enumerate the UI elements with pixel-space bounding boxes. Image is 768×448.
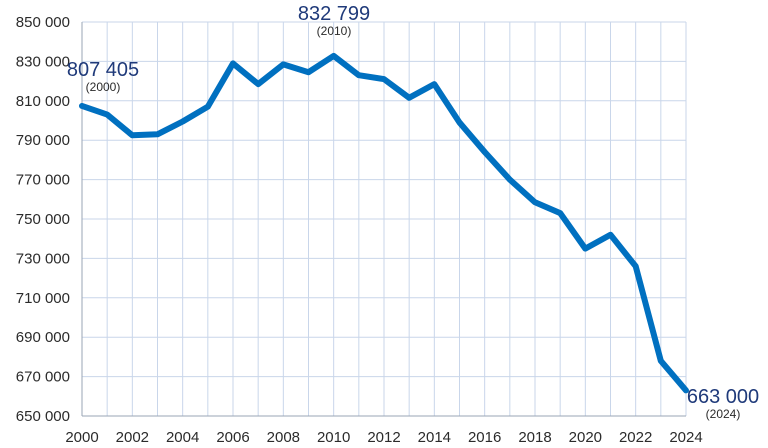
data-point (635, 266, 636, 267)
annotation-value: 832 799 (298, 3, 370, 25)
x-tick-label: 2024 (669, 429, 702, 446)
x-tick-label: 2000 (65, 429, 98, 446)
data-point (107, 114, 108, 115)
y-tick-label: 710 000 (16, 290, 70, 307)
series-layer (79, 52, 689, 394)
data-point (333, 55, 334, 56)
x-tick-label: 2006 (216, 429, 249, 446)
data-point (409, 97, 410, 98)
x-tick-label: 2012 (367, 429, 400, 446)
x-tick-label: 2018 (518, 429, 551, 446)
x-tick-label: 2016 (468, 429, 501, 446)
data-point (233, 63, 234, 64)
axes (81, 22, 686, 417)
data-point (484, 152, 485, 153)
x-tick-label: 2022 (619, 429, 652, 446)
x-tick-label: 2014 (418, 429, 451, 446)
x-tick-label: 2004 (166, 429, 199, 446)
annotation-year: (2010) (317, 24, 352, 38)
data-point (459, 122, 460, 123)
y-tick-label: 690 000 (16, 329, 70, 346)
data-point (384, 79, 385, 80)
annotation-year: (2000) (86, 80, 121, 94)
y-tick-label: 750 000 (16, 211, 70, 228)
data-point (509, 179, 510, 180)
y-tick-label: 770 000 (16, 172, 70, 189)
series-line (79, 52, 689, 394)
data-point (207, 106, 208, 107)
y-tick-label: 650 000 (16, 408, 70, 425)
y-tick-label: 730 000 (16, 250, 70, 267)
data-point (132, 135, 133, 136)
x-tick-label: 2008 (267, 429, 300, 446)
data-point (358, 75, 359, 76)
data-point (258, 84, 259, 85)
data-point (82, 105, 83, 106)
x-axis-ticks: 2000 2002 2004 2006 2008 2010 2012 2014 2016 2018… (65, 429, 702, 446)
annotation-value: 663 000 (687, 386, 759, 408)
data-point (610, 234, 611, 235)
x-tick-label: 2010 (317, 429, 350, 446)
data-point (434, 84, 435, 85)
y-tick-label: 670 000 (16, 369, 70, 386)
y-axis-ticks: 650 000 670 000 690 000 710 000 730 000 750 0… (16, 14, 70, 425)
horizontal-gridlines (82, 21, 686, 378)
y-tick-label: 790 000 (16, 132, 70, 149)
data-point (308, 72, 309, 73)
y-tick-label: 810 000 (16, 93, 70, 110)
annotation-value: 807 405 (67, 59, 139, 81)
y-tick-label: 850 000 (16, 14, 70, 31)
data-point (283, 64, 284, 65)
x-tick-label: 2002 (116, 429, 149, 446)
data-point (585, 248, 586, 249)
x-tick-label: 2020 (569, 429, 602, 446)
data-point (560, 213, 561, 214)
y-tick-label: 830 000 (16, 53, 70, 70)
annotations: 807 405(2000) 832 799(2010) 663 000(2024) (67, 3, 759, 421)
data-point (660, 360, 661, 361)
data-point (535, 202, 536, 203)
annotation-year: (2024) (706, 407, 741, 421)
data-point (157, 134, 158, 135)
data-point (182, 121, 183, 122)
